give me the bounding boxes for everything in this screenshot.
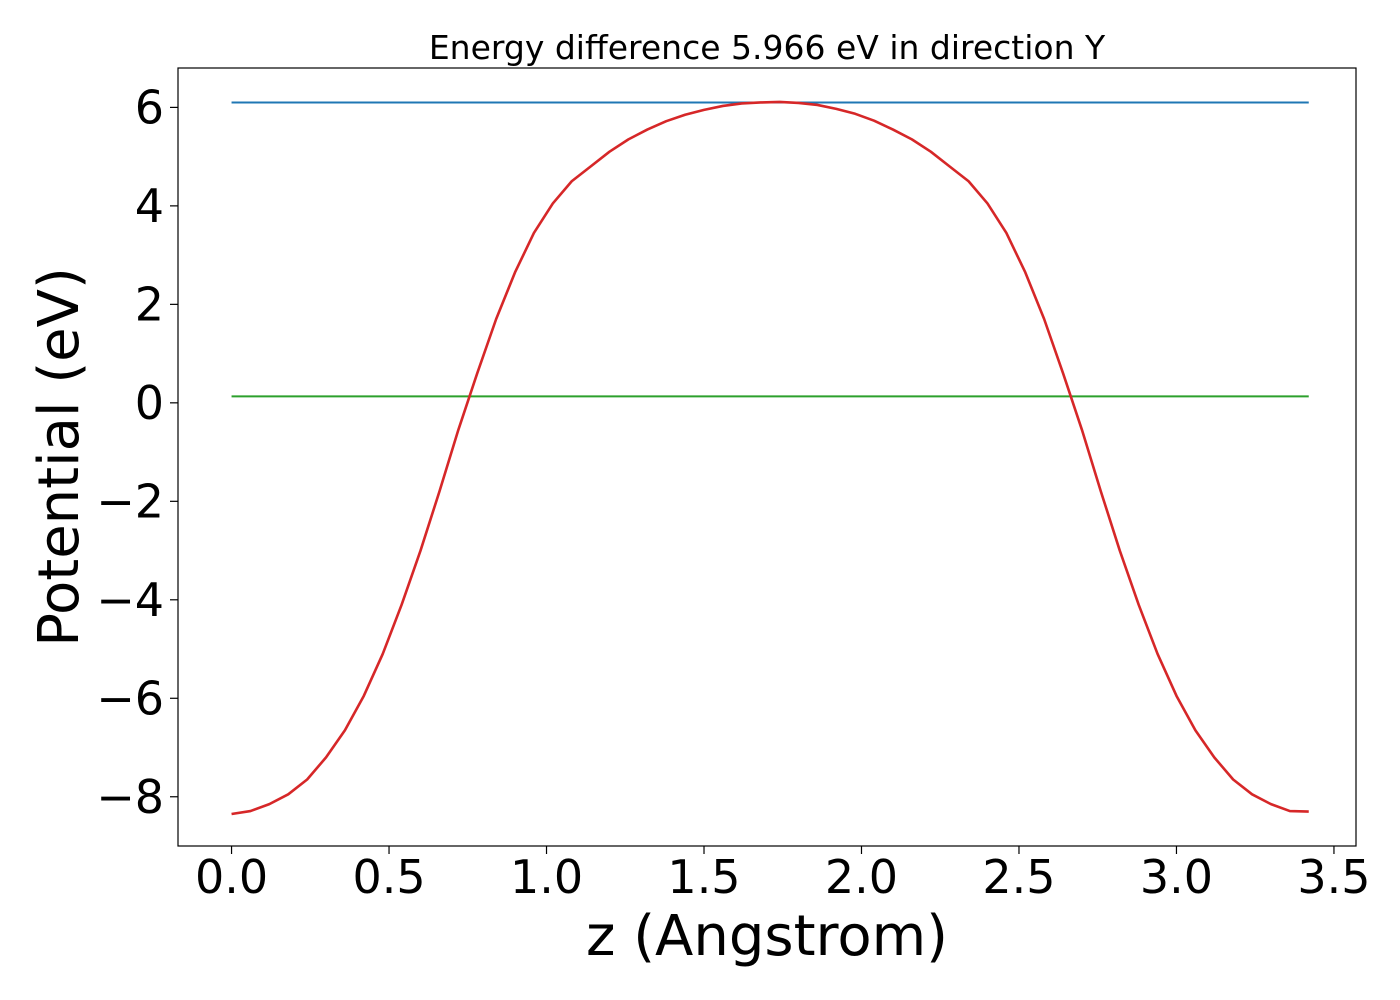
plot-frame	[177, 67, 1357, 847]
y-tick-label: 6	[135, 80, 164, 134]
x-axis-label: z (Angstrom)	[586, 904, 948, 969]
x-tick-label: 0.0	[195, 850, 268, 904]
x-tick-label: 2.5	[982, 850, 1055, 904]
x-tick-label: 3.0	[1140, 850, 1213, 904]
plot-area	[177, 67, 1357, 847]
x-axis: 0.0 0.5 1.0 1.5 2.0 2.5 3.0 3.5	[195, 846, 1371, 904]
y-tick-label: −8	[96, 770, 164, 824]
x-tick-label: 0.5	[352, 850, 425, 904]
y-tick-label: −2	[96, 474, 164, 528]
x-tick-label: 1.0	[510, 850, 583, 904]
y-axis-label: Potential (eV)	[27, 267, 92, 647]
chart-title: Energy difference 5.966 eV in direction …	[429, 28, 1106, 67]
y-axis: −8 −6 −4 −2 0 2 4 6	[96, 80, 178, 824]
y-tick-label: 4	[135, 179, 164, 233]
x-tick-label: 3.5	[1297, 850, 1370, 904]
y-tick-label: −4	[96, 573, 164, 627]
series-line-2	[231, 100, 1309, 816]
y-tick-label: 0	[135, 376, 164, 430]
y-tick-label: 2	[135, 277, 164, 331]
x-tick-label: 1.5	[667, 850, 740, 904]
series-group	[231, 100, 1309, 816]
x-tick-label: 2.0	[825, 850, 898, 904]
y-tick-label: −6	[96, 671, 164, 725]
